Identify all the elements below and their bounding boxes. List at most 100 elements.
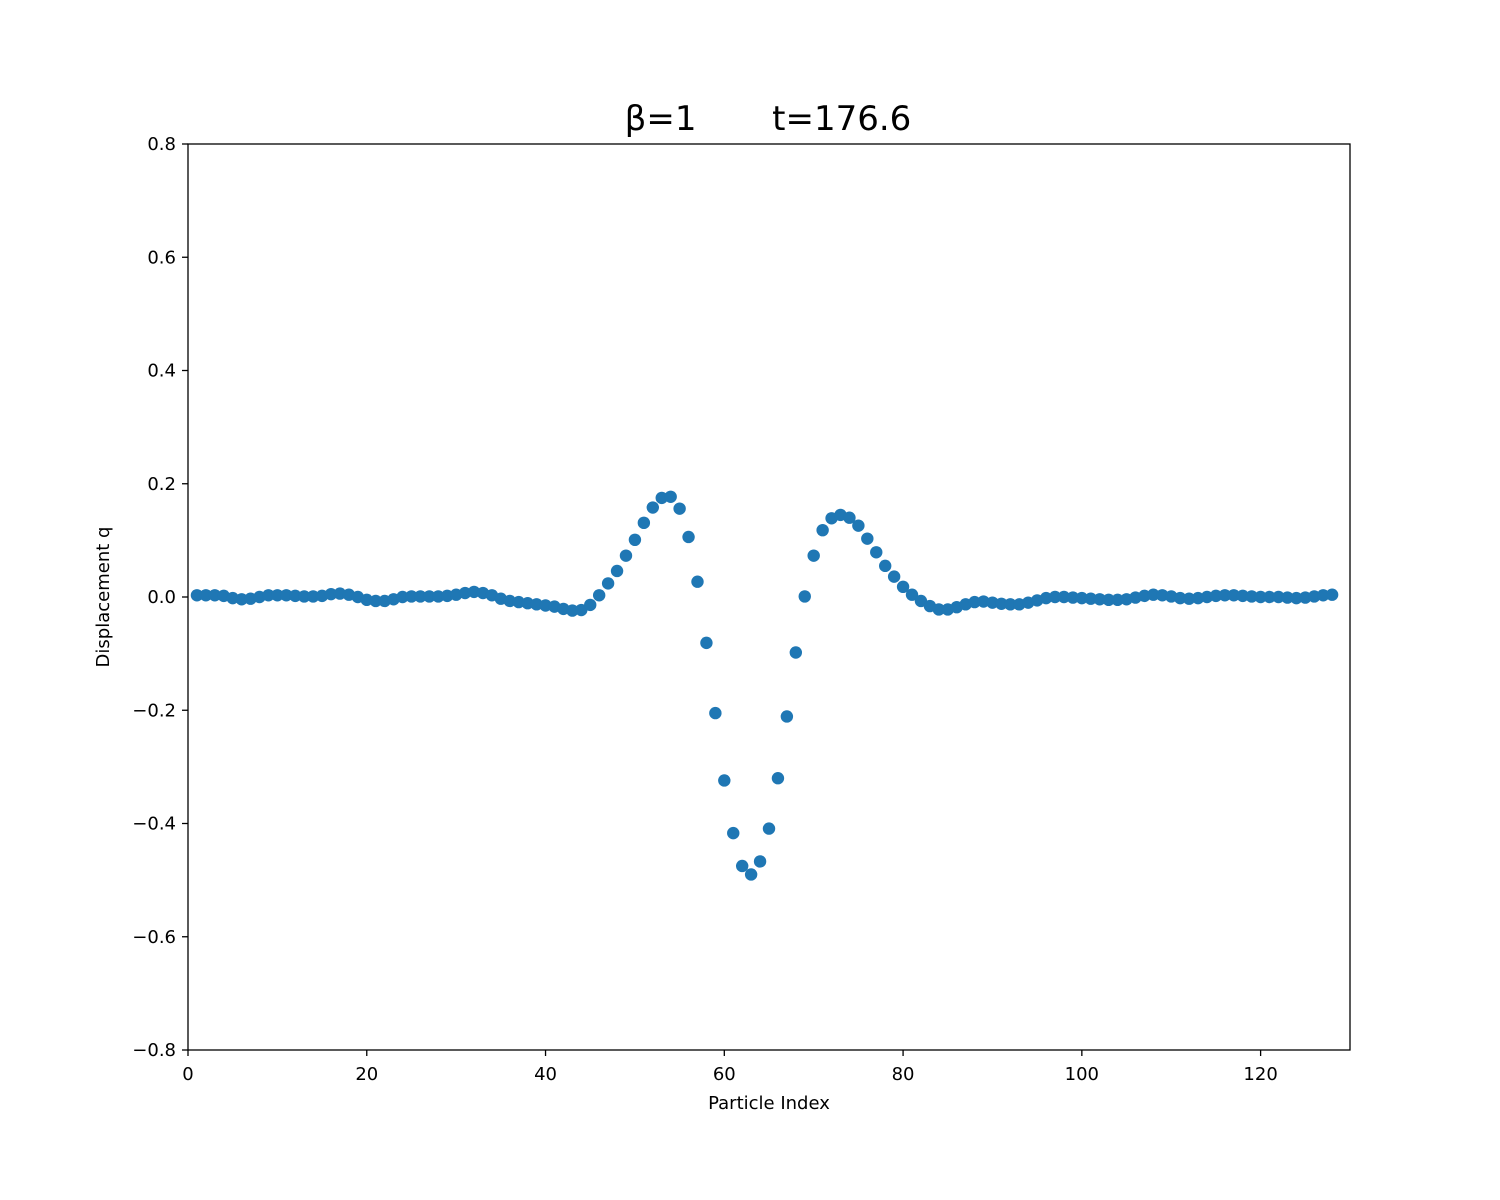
data-point xyxy=(1316,589,1330,602)
data-point xyxy=(709,706,722,720)
x-tick-label: 20 xyxy=(355,1064,378,1085)
data-point xyxy=(1102,593,1115,607)
data-point xyxy=(1004,598,1017,611)
data-point xyxy=(414,590,427,603)
data-point xyxy=(369,594,382,608)
data-point xyxy=(789,646,803,659)
data-point xyxy=(905,588,919,601)
x-tick-label: 60 xyxy=(713,1064,736,1085)
data-point xyxy=(324,587,338,601)
data-point xyxy=(744,868,758,881)
data-point xyxy=(199,589,213,602)
data-point xyxy=(807,549,820,562)
data-point xyxy=(968,595,981,609)
data-point xyxy=(1325,588,1339,601)
data-point xyxy=(816,523,829,537)
data-point xyxy=(932,603,946,616)
data-point xyxy=(762,822,776,835)
data-point xyxy=(235,593,248,606)
data-point xyxy=(852,519,865,532)
y-tick-label: 0.2 xyxy=(147,474,176,495)
data-point xyxy=(843,511,856,524)
data-point xyxy=(771,772,785,785)
data-point xyxy=(735,859,749,873)
data-point xyxy=(664,490,677,503)
data-point xyxy=(879,559,892,573)
data-point xyxy=(1281,591,1294,604)
data-point xyxy=(1236,589,1249,603)
y-axis-label: Displacement q xyxy=(93,527,114,668)
data-point xyxy=(1272,590,1285,604)
data-point xyxy=(1182,592,1196,605)
x-tick-label: 120 xyxy=(1243,1064,1277,1085)
data-point xyxy=(432,590,445,603)
data-point xyxy=(584,598,597,612)
y-tick-label: 0.8 xyxy=(147,134,176,155)
data-point xyxy=(727,826,740,840)
data-point xyxy=(646,501,659,514)
data-point xyxy=(208,589,222,602)
plot-frame xyxy=(187,143,1351,1051)
data-point xyxy=(1084,592,1097,605)
x-tick-label: 0 xyxy=(182,1064,193,1085)
data-point xyxy=(1254,590,1267,604)
data-point xyxy=(619,549,633,562)
data-point xyxy=(673,502,686,515)
x-tick-label: 100 xyxy=(1065,1064,1099,1085)
data-point xyxy=(298,590,311,603)
data-point xyxy=(610,564,624,578)
data-point xyxy=(1093,593,1106,606)
data-point xyxy=(190,589,204,602)
data-point xyxy=(691,575,704,588)
y-axis-ticks: −0.8 −0.6 −0.4 −0.2 0.0 0.2 0.4 0.6 0.8 xyxy=(132,134,188,1061)
data-point xyxy=(592,589,606,602)
data-point xyxy=(1147,588,1160,601)
x-tick-label: 40 xyxy=(534,1064,557,1085)
data-point xyxy=(870,546,883,559)
data-point xyxy=(1048,590,1062,604)
data-point xyxy=(306,590,320,603)
y-tick-label: 0.6 xyxy=(147,247,176,268)
data-point xyxy=(280,589,293,602)
data-point xyxy=(423,590,436,603)
data-point xyxy=(887,570,901,583)
x-axis-ticks: 0 20 40 60 80 100 120 xyxy=(182,1050,1278,1085)
x-axis-label: Particle Index xyxy=(708,1093,830,1114)
data-point xyxy=(1218,589,1232,602)
data-point xyxy=(780,710,794,723)
data-point xyxy=(1227,589,1241,602)
data-point xyxy=(1209,589,1223,603)
data-point xyxy=(1245,590,1258,603)
data-point xyxy=(1263,590,1276,604)
data-point xyxy=(753,855,767,868)
data-points xyxy=(190,490,1339,881)
y-tick-label: 0.0 xyxy=(147,587,176,608)
data-point xyxy=(628,533,642,547)
y-tick-label: −0.4 xyxy=(132,814,176,835)
data-point xyxy=(262,589,275,602)
data-point xyxy=(718,774,731,787)
data-point xyxy=(289,589,302,603)
data-point xyxy=(798,590,811,603)
data-point xyxy=(1075,591,1089,605)
data-point xyxy=(896,580,910,594)
data-point xyxy=(1290,591,1303,605)
data-point xyxy=(1173,591,1187,605)
chart-title: β=1 t=176.6 xyxy=(625,99,912,139)
data-point xyxy=(1057,590,1071,604)
data-point xyxy=(682,530,695,544)
data-point xyxy=(995,597,1008,610)
data-point xyxy=(601,577,615,590)
data-point xyxy=(396,590,409,604)
y-tick-label: 0.4 xyxy=(147,361,176,382)
data-point xyxy=(861,532,874,545)
data-point xyxy=(1066,591,1080,604)
data-point xyxy=(566,604,579,617)
x-tick-label: 80 xyxy=(892,1064,915,1085)
y-tick-label: −0.2 xyxy=(132,700,176,721)
data-point xyxy=(700,636,713,650)
y-tick-label: −0.8 xyxy=(132,1040,176,1061)
data-point xyxy=(405,590,418,603)
data-point xyxy=(1111,593,1124,607)
